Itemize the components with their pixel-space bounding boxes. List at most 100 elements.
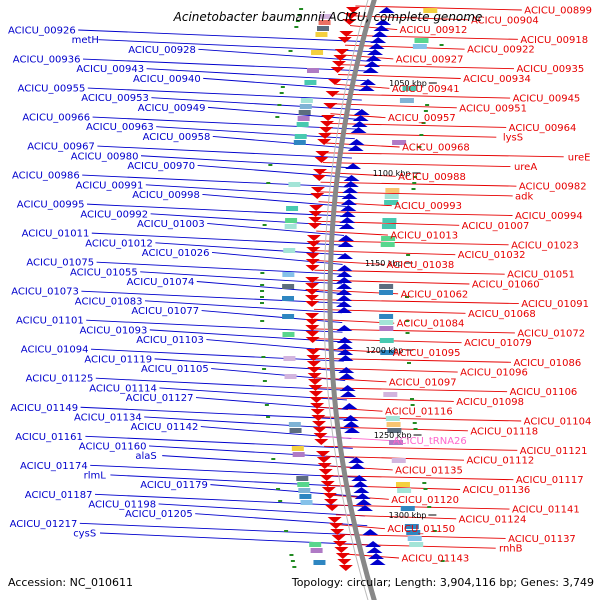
feature-block bbox=[414, 38, 429, 43]
gene-label: ACICU_00918 bbox=[520, 35, 588, 46]
gc-mark bbox=[260, 320, 265, 322]
feature-block bbox=[304, 80, 317, 85]
minus-strand-gene-arrow bbox=[305, 319, 320, 325]
gene-label: ACICU_00966 bbox=[22, 113, 90, 124]
gc-mark bbox=[422, 482, 427, 484]
minus-strand-gene-arrow bbox=[306, 241, 321, 247]
gene-label: rnhB bbox=[499, 544, 523, 555]
feature-block bbox=[293, 140, 306, 145]
label-connector bbox=[342, 54, 394, 60]
gene-label: ureE bbox=[568, 152, 591, 163]
minus-strand-gene-arrow bbox=[338, 565, 353, 571]
feature-block bbox=[380, 242, 395, 247]
gc-mark bbox=[405, 332, 410, 334]
gene-label: ACICU_01062 bbox=[401, 289, 469, 300]
plus-strand-gene-arrow bbox=[368, 553, 385, 559]
label-connector bbox=[201, 310, 343, 323]
feature-block bbox=[383, 392, 398, 397]
minus-strand-gene-arrow bbox=[309, 205, 324, 211]
gene-label: ACICU_01091 bbox=[521, 299, 589, 310]
gc-mark bbox=[264, 404, 269, 406]
label-connector bbox=[86, 319, 343, 333]
minus-strand-gene-arrow bbox=[308, 211, 323, 217]
gene-label: ACICU_tRNA26 bbox=[393, 436, 467, 447]
minus-strand-gene-arrow bbox=[313, 433, 328, 439]
gene-label: ACICU_01141 bbox=[512, 505, 580, 516]
feature-block bbox=[397, 488, 412, 493]
minus-strand-gene-arrow bbox=[316, 457, 331, 463]
gene-label: ACICU_01013 bbox=[390, 231, 458, 242]
tick-marks: 1050 kbp 1100 kbp 1150 kbp 1200 kbp 1250 kbp… bbox=[365, 79, 437, 520]
label-connector bbox=[315, 250, 456, 256]
label-connector bbox=[197, 164, 350, 178]
minus-strand-gene-arrow bbox=[321, 487, 336, 493]
gene-label: ACICU_01098 bbox=[456, 397, 524, 408]
minus-strand-gene-arrow bbox=[305, 277, 320, 283]
gene-label: ACICU_01051 bbox=[507, 270, 575, 281]
minus-strand-gene-arrow bbox=[312, 427, 327, 433]
minus-strand-gene-arrow bbox=[310, 409, 325, 415]
label-connector bbox=[81, 290, 343, 304]
gc-mark bbox=[294, 26, 299, 28]
gene-label: ACICU_00926 bbox=[8, 26, 76, 37]
feature-block bbox=[379, 314, 394, 319]
gene-label: ACICU_01124 bbox=[459, 514, 527, 525]
gene-label: ACICU_01137 bbox=[508, 534, 576, 545]
feature-block bbox=[286, 206, 299, 211]
minus-strand-gene-arrow bbox=[317, 463, 332, 469]
feature-block bbox=[380, 350, 395, 355]
plus-strand-gene-arrow bbox=[336, 265, 353, 271]
label-connector bbox=[332, 103, 457, 109]
feature-block bbox=[385, 188, 400, 193]
feature-block bbox=[296, 122, 309, 127]
minus-strand-gene-arrow bbox=[305, 325, 320, 331]
gc-mark bbox=[405, 296, 410, 298]
topology-label: Topology: circular; Length: 3,904,116 bp… bbox=[291, 576, 594, 589]
minus-strand-gene-arrow bbox=[307, 373, 322, 379]
plus-strand-gene-arrow bbox=[343, 175, 360, 181]
plus-strand-gene-arrow bbox=[336, 343, 353, 349]
gene-label: ACICU_00986 bbox=[12, 171, 80, 182]
minus-strand-gene-arrow bbox=[325, 505, 340, 511]
feature-block bbox=[320, 14, 333, 19]
plus-strand-gene-arrow bbox=[336, 295, 353, 301]
plus-strand-gene-arrow bbox=[353, 487, 370, 493]
label-connector bbox=[315, 348, 391, 353]
gene-label: ureA bbox=[514, 162, 537, 173]
gene-label: ACICU_00992 bbox=[80, 209, 148, 220]
gene-label: ACICU_00970 bbox=[127, 161, 195, 172]
plus-strand-gene-arrow bbox=[340, 205, 357, 211]
minus-strand-gene-arrow bbox=[339, 31, 354, 37]
gene-label: ACICU_00980 bbox=[71, 151, 139, 162]
label-connector bbox=[98, 39, 373, 53]
minus-strand-gene-arrow bbox=[320, 481, 335, 487]
feature-block bbox=[402, 86, 417, 91]
gene-label: ACICU_00928 bbox=[128, 45, 196, 56]
label-connector bbox=[315, 240, 509, 246]
gene-label: ACICU_01120 bbox=[391, 495, 459, 506]
gene-label: lysS bbox=[503, 133, 523, 144]
gene-label: ACICU_01205 bbox=[125, 509, 193, 520]
label-connector bbox=[85, 435, 353, 449]
label-connector bbox=[327, 132, 497, 138]
feature-block bbox=[284, 374, 297, 379]
plus-strand-gene-arrow bbox=[344, 427, 361, 433]
minus-strand-gene-arrow bbox=[312, 421, 327, 427]
feature-block bbox=[292, 452, 305, 457]
feature-block bbox=[291, 446, 304, 451]
label-connector bbox=[333, 504, 510, 510]
gc-mark bbox=[412, 182, 417, 184]
label-connector bbox=[202, 193, 347, 207]
gene-label: ACICU_01136 bbox=[463, 485, 531, 496]
minus-strand-gene-arrow bbox=[333, 55, 348, 61]
gene-label: ACICU_01055 bbox=[70, 267, 138, 278]
feature-block bbox=[315, 32, 328, 37]
plus-strand-gene-arrow bbox=[337, 253, 354, 259]
feature-block bbox=[311, 50, 324, 55]
gc-mark bbox=[406, 362, 411, 364]
backbone-arc bbox=[327, 0, 377, 600]
accession-label: Accession: NC_010611 bbox=[8, 576, 133, 589]
minus-strand-gene-arrow bbox=[334, 49, 349, 55]
gene-label: ACICU_01104 bbox=[524, 417, 592, 428]
